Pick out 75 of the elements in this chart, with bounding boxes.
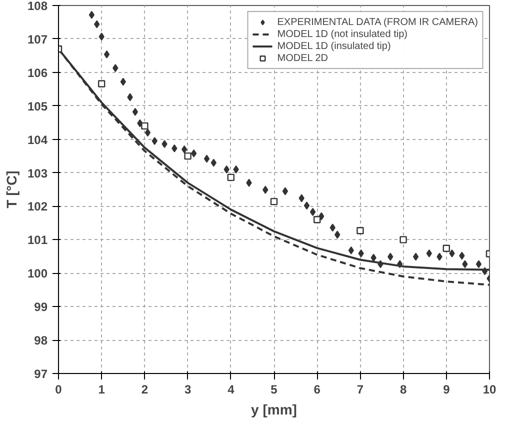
point bbox=[262, 186, 268, 194]
x-tick-label: 4 bbox=[228, 382, 235, 396]
point bbox=[270, 198, 278, 206]
point bbox=[233, 165, 239, 174]
x-axis-title: y [mm] bbox=[251, 402, 297, 418]
point bbox=[112, 64, 118, 72]
point bbox=[184, 152, 192, 160]
y-tick-label: 98 bbox=[34, 334, 48, 348]
point bbox=[162, 140, 168, 148]
point bbox=[298, 194, 304, 202]
point bbox=[412, 252, 419, 261]
y-tick-label: 104 bbox=[27, 132, 48, 147]
point bbox=[98, 32, 104, 41]
point bbox=[204, 154, 210, 163]
point bbox=[370, 254, 376, 262]
point bbox=[462, 260, 468, 268]
x-tick-label: 8 bbox=[400, 382, 407, 396]
y-tick-label: 107 bbox=[27, 32, 48, 46]
point bbox=[144, 128, 151, 137]
x-tick-label: 6 bbox=[314, 382, 321, 396]
point bbox=[400, 236, 407, 244]
point bbox=[152, 136, 158, 145]
point bbox=[88, 10, 95, 19]
legend-label: MODEL 1D (not insulated tip) bbox=[277, 28, 408, 40]
legend-label: EXPERIMENTAL DATA (FROM IR CAMERA) bbox=[277, 16, 478, 28]
point bbox=[356, 227, 364, 234]
x-tick-label: 10 bbox=[482, 382, 496, 396]
point bbox=[282, 187, 288, 196]
y-tick-label: 100 bbox=[27, 266, 48, 281]
point bbox=[94, 20, 100, 28]
point bbox=[304, 202, 310, 210]
point bbox=[314, 216, 321, 224]
point bbox=[310, 208, 316, 216]
x-tick-label: 1 bbox=[98, 382, 106, 396]
y-tick-label: 103 bbox=[27, 166, 48, 180]
point bbox=[348, 246, 354, 254]
point bbox=[449, 249, 455, 258]
x-tick-label: 3 bbox=[184, 382, 192, 396]
legend-label: MODEL 1D (insulated tip) bbox=[277, 40, 391, 52]
x-tick-label: 0 bbox=[55, 382, 62, 396]
x-tick-label: 2 bbox=[141, 382, 148, 396]
point bbox=[191, 149, 197, 158]
point bbox=[358, 249, 364, 258]
point bbox=[210, 158, 216, 167]
point bbox=[132, 108, 138, 116]
point bbox=[330, 224, 336, 232]
y-tick-label: 108 bbox=[27, 0, 48, 13]
y-tick-label: 99 bbox=[34, 300, 48, 314]
y-axis-title: T [°C] bbox=[3, 170, 20, 208]
point bbox=[182, 145, 188, 154]
point bbox=[388, 252, 394, 261]
y-tick-label: 101 bbox=[27, 233, 48, 248]
point bbox=[227, 174, 234, 182]
point bbox=[426, 249, 432, 258]
point bbox=[224, 165, 230, 174]
point bbox=[104, 50, 110, 58]
point bbox=[98, 80, 106, 88]
point bbox=[172, 144, 178, 152]
y-tick-label: 102 bbox=[27, 200, 48, 214]
y-tick-label: 105 bbox=[27, 99, 48, 114]
point bbox=[334, 230, 340, 239]
legend-label: MODEL 2D bbox=[277, 52, 328, 64]
point bbox=[476, 260, 482, 268]
point bbox=[127, 93, 133, 102]
x-tick-label: 9 bbox=[443, 382, 450, 396]
point bbox=[442, 244, 450, 252]
point bbox=[436, 252, 442, 261]
x-tick-label: 5 bbox=[270, 382, 278, 396]
y-tick-label: 106 bbox=[27, 66, 48, 80]
y-tick-label: 97 bbox=[34, 367, 48, 381]
point bbox=[141, 122, 148, 130]
point bbox=[459, 252, 465, 260]
point bbox=[120, 78, 126, 86]
point bbox=[246, 178, 252, 187]
x-tick-label: 7 bbox=[356, 382, 364, 396]
